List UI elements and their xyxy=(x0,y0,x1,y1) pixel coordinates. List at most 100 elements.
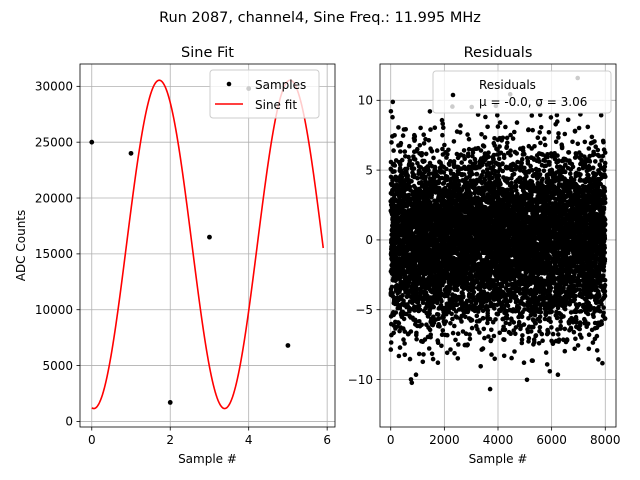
residual-point xyxy=(432,164,438,170)
residual-point xyxy=(397,328,402,334)
residual-point xyxy=(509,355,514,361)
residual-point xyxy=(396,321,402,326)
residual-point xyxy=(427,327,433,333)
residual-point xyxy=(392,133,397,138)
residual-point xyxy=(407,143,412,149)
residual-point xyxy=(509,180,514,186)
residual-point xyxy=(465,132,470,137)
sine-fit-line xyxy=(91,79,325,410)
residual-point xyxy=(501,155,507,161)
residual-point xyxy=(418,125,423,131)
residual-point xyxy=(471,289,477,295)
residual-point xyxy=(520,333,525,338)
residual-point xyxy=(444,350,450,356)
residual-point xyxy=(469,325,475,331)
residual-point xyxy=(389,140,394,145)
residual-point xyxy=(487,386,493,392)
residual-point xyxy=(403,127,409,132)
residual-point xyxy=(448,347,453,352)
residual-point xyxy=(421,352,426,357)
residual-point xyxy=(451,159,457,164)
sine-fit-title: Sine Fit xyxy=(181,45,234,61)
residual-point xyxy=(431,304,437,310)
residual-point xyxy=(429,149,435,154)
residual-point xyxy=(514,184,519,189)
residual-point xyxy=(413,319,419,324)
residual-point xyxy=(407,356,413,362)
residual-point xyxy=(502,337,507,343)
legend-box xyxy=(209,69,320,119)
residual-point xyxy=(509,189,515,194)
residual-point xyxy=(486,150,491,155)
residual-point xyxy=(445,152,450,157)
residual-point xyxy=(402,329,408,334)
residual-point xyxy=(440,132,445,138)
residual-point xyxy=(406,154,411,160)
residual-point xyxy=(467,336,473,342)
residual-point xyxy=(461,148,467,153)
residual-point xyxy=(488,337,494,343)
residual-point xyxy=(496,156,502,161)
residual-point xyxy=(508,153,513,158)
residual-point xyxy=(480,315,486,321)
residual-point xyxy=(492,306,497,311)
residual-point xyxy=(410,162,415,167)
residual-point xyxy=(393,310,399,315)
residual-point xyxy=(411,166,417,171)
residual-point xyxy=(432,125,438,130)
residual-point xyxy=(453,337,458,343)
residual-point xyxy=(480,346,486,351)
residual-point xyxy=(439,299,444,304)
residual-point xyxy=(417,307,423,313)
residual-point xyxy=(402,149,408,154)
residual-point xyxy=(451,139,457,144)
residual-point xyxy=(497,120,503,125)
residual-point xyxy=(400,133,406,138)
residual-point xyxy=(398,162,403,167)
residual-point xyxy=(417,143,423,148)
sine-fit-axes: Sine Fit 0 2 4 6050001000015000200002500030… xyxy=(14,45,336,466)
residual-point xyxy=(415,146,420,152)
residual-point xyxy=(436,180,442,186)
residual-point xyxy=(435,360,441,366)
residual-point xyxy=(388,109,394,114)
sample-point xyxy=(128,150,134,156)
residual-point xyxy=(418,292,423,297)
sine-fit-xtick-label: 0 xyxy=(88,433,96,447)
residual-point xyxy=(504,316,510,321)
residual-point xyxy=(489,327,494,333)
residual-point xyxy=(421,141,427,146)
residual-point xyxy=(478,148,484,153)
sine-fit-ytick-label: 15000 xyxy=(35,247,73,261)
residual-point xyxy=(399,174,405,180)
sine-fit-ytick-label: 10000 xyxy=(35,303,73,317)
residual-point xyxy=(390,114,395,120)
residual-point xyxy=(423,151,429,157)
residual-point xyxy=(409,179,414,184)
sine-fit-legend: Samples Sine fit xyxy=(209,69,320,119)
sine-fit-ytick-label: 30000 xyxy=(35,80,73,94)
residual-point xyxy=(477,330,482,335)
residual-point xyxy=(481,144,487,149)
residual-point xyxy=(513,331,518,337)
residual-point xyxy=(416,351,422,357)
residual-point xyxy=(467,332,472,337)
residual-point xyxy=(455,331,461,337)
residual-point xyxy=(392,169,397,174)
residual-point xyxy=(430,356,436,362)
residual-point xyxy=(511,171,517,177)
sine-fit-ylabel: ADC Counts xyxy=(14,210,28,282)
residual-point xyxy=(516,305,522,311)
residual-point xyxy=(434,148,440,153)
residual-point xyxy=(508,148,513,153)
residuals-title: Residuals xyxy=(464,45,533,61)
residual-point xyxy=(407,158,413,164)
residual-point xyxy=(505,140,510,146)
residual-point xyxy=(503,124,508,130)
residual-point xyxy=(428,332,434,338)
sine-fit-grid xyxy=(80,64,335,427)
residual-point xyxy=(497,144,502,149)
residual-point xyxy=(441,125,446,130)
